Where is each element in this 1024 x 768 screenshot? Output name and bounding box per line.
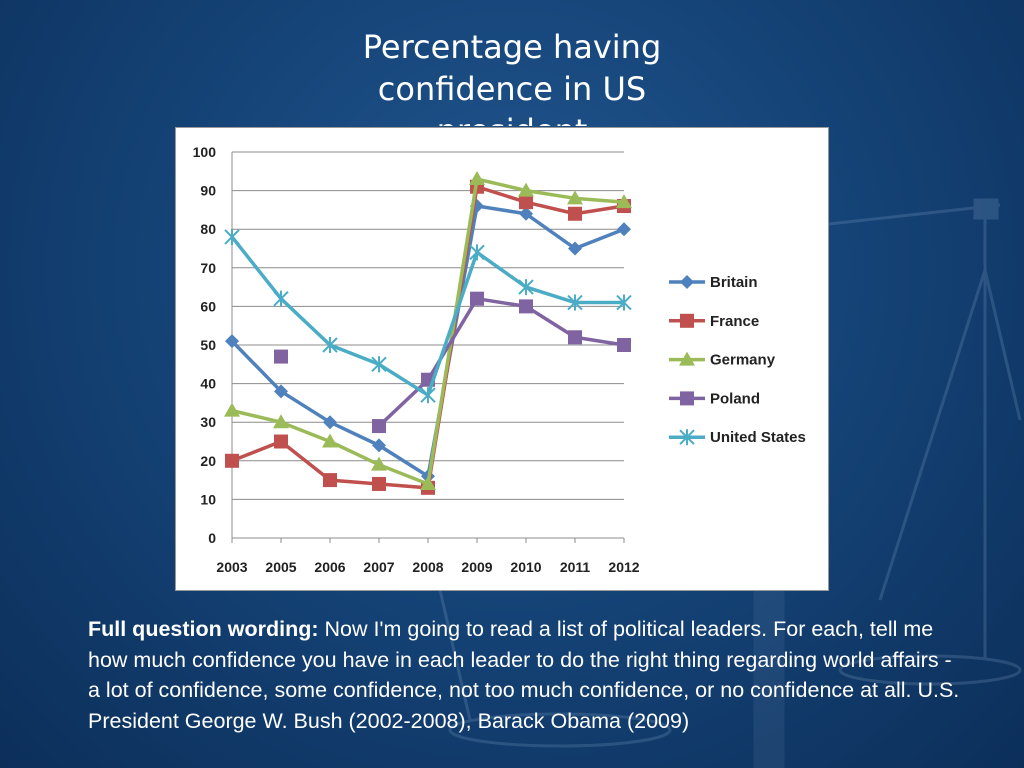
point-united-states-2009: [469, 244, 485, 261]
x-tick-label-2005: 2005: [265, 559, 296, 575]
x-tick-label-2008: 2008: [412, 559, 443, 575]
legend-label-poland: Poland: [710, 390, 760, 407]
point-united-states-2003: [224, 228, 240, 245]
point-britain-2012: [617, 222, 631, 237]
point-france-2003: [225, 453, 239, 468]
point-germany-2008: [420, 475, 436, 490]
legend-marker-britain: [680, 275, 694, 289]
series-germany: [224, 171, 632, 490]
point-germany-2006: [322, 433, 338, 448]
question-wording-text: Now I'm going to read a list of politica…: [88, 617, 960, 733]
point-france-2005: [274, 434, 288, 449]
y-tick-label-40: 40: [200, 376, 216, 392]
y-tick-label-30: 30: [200, 414, 216, 430]
point-poland-2010: [519, 299, 533, 314]
legend-label-britain: Britain: [710, 274, 758, 291]
point-france-2006: [323, 473, 337, 488]
point-britain-2007: [372, 438, 386, 453]
point-united-states-2007: [371, 356, 387, 373]
y-tick-label-80: 80: [200, 221, 216, 237]
point-britain-2003: [225, 334, 239, 349]
point-united-states-2005: [273, 290, 289, 307]
point-united-states-2006: [322, 337, 338, 353]
legend-item-poland: Poland: [669, 390, 760, 407]
x-axis: 2003 2005 2006 2007 2008 2009 2010 2011 2012: [216, 538, 640, 575]
y-tick-label-70: 70: [200, 260, 216, 276]
point-france-2007: [372, 476, 386, 491]
point-united-states-2012: [616, 294, 632, 311]
point-britain-2011: [568, 241, 582, 256]
point-germany-2009: [469, 171, 485, 186]
legend-label-france: France: [710, 313, 759, 330]
chart-series: [224, 171, 632, 495]
legend-item-united-states: United States: [669, 429, 806, 446]
legend-label-germany: Germany: [710, 352, 776, 369]
x-tick-label-2006: 2006: [314, 559, 345, 575]
point-france-2011: [568, 206, 582, 221]
x-tick-label-2012: 2012: [608, 559, 639, 575]
legend-item-germany: Germany: [669, 351, 776, 369]
point-poland-2011: [568, 330, 582, 345]
y-tick-label-50: 50: [200, 337, 216, 353]
point-united-states-2011: [567, 294, 583, 311]
slide-title: Percentage having confidence in US presi…: [362, 28, 662, 126]
point-france-2010: [519, 195, 533, 210]
point-germany-2012: [616, 194, 632, 209]
point-poland-2005: [274, 349, 288, 364]
x-tick-label-2010: 2010: [510, 559, 541, 575]
y-tick-label-60: 60: [200, 298, 216, 314]
y-tick-label-90: 90: [200, 183, 216, 199]
point-germany-2011: [567, 190, 583, 205]
y-axis: 0 10 20 30 40 50 60 70 80 90 100: [193, 144, 233, 546]
y-tick-label-20: 20: [200, 453, 216, 469]
series-poland: [274, 291, 631, 434]
y-tick-label-10: 10: [200, 491, 216, 507]
point-germany-2005: [273, 414, 289, 429]
line-chart: 0 10 20 30 40 50 60 70 80 90 100 2003 2005 2006 2007 2…: [175, 127, 829, 591]
question-wording: Full question wording: Now I'm going to …: [88, 614, 968, 736]
question-wording-label: Full question wording:: [88, 617, 319, 641]
point-poland-2007: [372, 419, 386, 434]
x-tick-label-2003: 2003: [216, 559, 247, 575]
legend-marker-united-states: [679, 429, 695, 446]
x-tick-label-2009: 2009: [461, 559, 492, 575]
point-united-states-2008: [420, 387, 436, 404]
legend-item-france: France: [669, 313, 759, 330]
point-germany-2010: [518, 182, 534, 197]
x-tick-label-2011: 2011: [560, 559, 591, 575]
point-britain-2006: [323, 415, 337, 430]
series-line-poland: [377, 296, 625, 428]
series-line-britain: [230, 204, 625, 478]
legend-marker-france: [680, 313, 694, 328]
series-line-united-states: [230, 235, 624, 397]
x-tick-label-2007: 2007: [363, 559, 394, 575]
legend-marker-poland: [680, 391, 694, 406]
y-tick-label-0: 0: [208, 530, 216, 546]
point-britain-2005: [274, 384, 288, 399]
point-poland-2009: [470, 291, 484, 306]
chart-gridlines: [232, 151, 624, 539]
chart-legend: Britain France Germany Poland United States: [669, 274, 806, 446]
point-germany-2003: [224, 402, 240, 417]
point-germany-2007: [371, 456, 387, 471]
series-united-states: [224, 228, 632, 404]
legend-label-united-states: United States: [710, 429, 806, 446]
legend-marker-germany: [679, 351, 695, 366]
series-line-france: [231, 184, 625, 490]
y-tick-label-100: 100: [193, 144, 217, 160]
point-britain-2010: [519, 206, 533, 221]
point-poland-2012: [617, 338, 631, 352]
point-united-states-2010: [518, 279, 534, 296]
legend-item-britain: Britain: [669, 274, 758, 291]
